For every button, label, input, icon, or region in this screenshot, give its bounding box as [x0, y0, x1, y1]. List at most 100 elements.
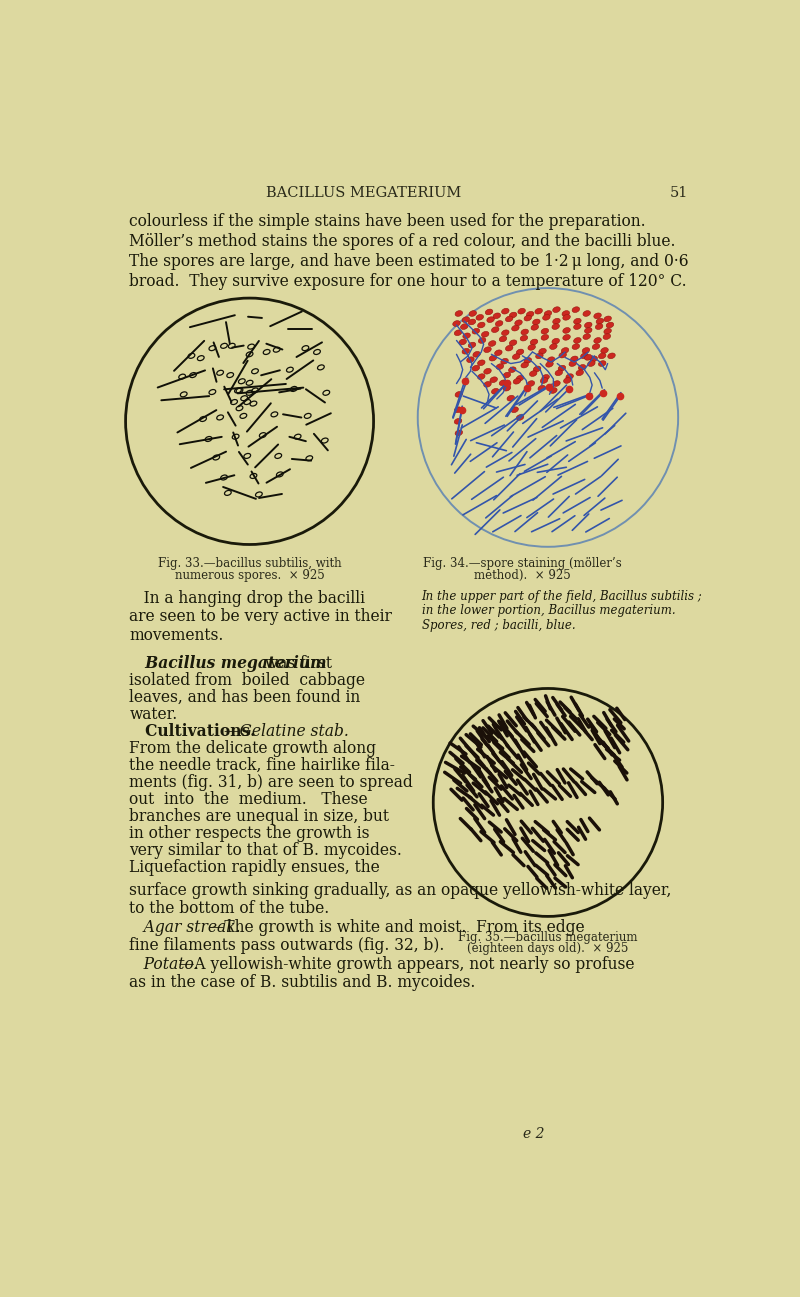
Ellipse shape [542, 314, 550, 320]
Ellipse shape [572, 344, 580, 349]
Ellipse shape [487, 316, 494, 323]
Ellipse shape [521, 362, 529, 368]
Ellipse shape [499, 336, 506, 341]
Ellipse shape [511, 407, 518, 412]
Text: are seen to be very active in their: are seen to be very active in their [130, 608, 392, 625]
Ellipse shape [587, 361, 595, 366]
Circle shape [418, 288, 678, 547]
Text: surface growth sinking gradually, as an opaque yellowish-white layer,: surface growth sinking gradually, as an … [130, 882, 672, 899]
Ellipse shape [454, 407, 462, 412]
Ellipse shape [542, 375, 550, 380]
Ellipse shape [598, 353, 606, 359]
Ellipse shape [520, 336, 528, 341]
Ellipse shape [484, 346, 491, 353]
Text: ments (fig. 31, b) are seen to spread: ments (fig. 31, b) are seen to spread [130, 774, 413, 791]
Ellipse shape [473, 351, 481, 357]
Ellipse shape [510, 340, 517, 345]
Text: Fig. 34.—spore staining (möller’s: Fig. 34.—spore staining (möller’s [423, 558, 622, 571]
Ellipse shape [606, 322, 614, 328]
Ellipse shape [541, 328, 549, 335]
Ellipse shape [594, 337, 602, 344]
Ellipse shape [596, 318, 604, 324]
Text: Potato.: Potato. [130, 956, 199, 973]
Ellipse shape [595, 324, 603, 329]
Ellipse shape [506, 316, 513, 322]
Text: very similar to that of B. mycoides.: very similar to that of B. mycoides. [130, 842, 402, 859]
Ellipse shape [469, 311, 477, 316]
Ellipse shape [455, 431, 462, 436]
Ellipse shape [562, 348, 569, 353]
Ellipse shape [546, 362, 554, 367]
Ellipse shape [501, 358, 508, 364]
Ellipse shape [472, 366, 480, 371]
Ellipse shape [555, 370, 562, 376]
Ellipse shape [495, 320, 503, 327]
Ellipse shape [559, 353, 566, 358]
Ellipse shape [553, 307, 560, 313]
Ellipse shape [518, 309, 526, 314]
Ellipse shape [598, 361, 606, 366]
Ellipse shape [566, 374, 574, 380]
Text: —The growth is white and moist.  From its edge: —The growth is white and moist. From its… [210, 918, 585, 935]
Ellipse shape [510, 313, 517, 318]
Ellipse shape [570, 357, 578, 362]
Ellipse shape [502, 329, 509, 336]
Ellipse shape [569, 361, 577, 366]
Text: —A yellowish-white growth appears, not nearly so profuse: —A yellowish-white growth appears, not n… [179, 956, 634, 973]
Ellipse shape [524, 315, 531, 320]
Text: method).  × 925: method). × 925 [474, 569, 570, 582]
Ellipse shape [530, 339, 538, 345]
Ellipse shape [514, 320, 522, 326]
Ellipse shape [488, 341, 496, 346]
Ellipse shape [583, 333, 590, 340]
Ellipse shape [476, 314, 483, 320]
Ellipse shape [527, 381, 534, 387]
Ellipse shape [513, 354, 520, 359]
Ellipse shape [521, 329, 529, 335]
Ellipse shape [503, 372, 510, 377]
Text: broad.  They survive exposure for one hour to a temperature of 120° C.: broad. They survive exposure for one hou… [130, 272, 687, 289]
Ellipse shape [603, 333, 610, 340]
Ellipse shape [582, 348, 590, 353]
Text: branches are unequal in size, but: branches are unequal in size, but [130, 808, 390, 825]
Ellipse shape [585, 354, 592, 361]
Ellipse shape [592, 344, 600, 349]
Text: BACILLUS MEGATERIUM: BACILLUS MEGATERIUM [266, 185, 461, 200]
Ellipse shape [478, 359, 485, 366]
Text: Agar streak.: Agar streak. [130, 918, 241, 935]
Ellipse shape [482, 332, 489, 337]
Ellipse shape [478, 337, 486, 344]
Ellipse shape [563, 377, 571, 384]
Ellipse shape [534, 366, 541, 372]
Ellipse shape [478, 374, 485, 380]
Ellipse shape [516, 349, 524, 355]
Ellipse shape [601, 348, 608, 353]
Ellipse shape [462, 316, 470, 323]
Ellipse shape [499, 380, 506, 385]
Text: to the bottom of the tube.: to the bottom of the tube. [130, 900, 330, 917]
Ellipse shape [590, 357, 598, 362]
Text: numerous spores.  × 925: numerous spores. × 925 [174, 569, 325, 582]
Text: Fig. 35.—bacillus megaterium: Fig. 35.—bacillus megaterium [458, 931, 638, 944]
Ellipse shape [507, 396, 514, 401]
Ellipse shape [544, 311, 552, 316]
Text: isolated from  boiled  cabbage: isolated from boiled cabbage [130, 672, 366, 689]
Text: Möller’s method stains the spores of a red colour, and the bacilli blue.: Möller’s method stains the spores of a r… [130, 232, 676, 249]
Ellipse shape [453, 320, 460, 327]
Ellipse shape [558, 366, 566, 371]
Text: From the delicate growth along: From the delicate growth along [130, 741, 377, 757]
Ellipse shape [562, 335, 570, 340]
Text: leaves, and has been found in: leaves, and has been found in [130, 689, 361, 707]
Ellipse shape [512, 326, 519, 331]
Ellipse shape [553, 318, 560, 324]
Text: Cultivations.: Cultivations. [130, 724, 256, 741]
Ellipse shape [538, 385, 546, 390]
Ellipse shape [466, 357, 474, 363]
Ellipse shape [576, 370, 583, 376]
Text: Fig. 33.—bacillus subtilis, with: Fig. 33.—bacillus subtilis, with [158, 558, 342, 571]
Ellipse shape [585, 322, 592, 328]
Circle shape [434, 689, 662, 917]
Ellipse shape [468, 319, 476, 324]
Text: fine filaments pass outwards (fig. 32, b).: fine filaments pass outwards (fig. 32, b… [130, 938, 445, 955]
Text: movements.: movements. [130, 626, 224, 643]
